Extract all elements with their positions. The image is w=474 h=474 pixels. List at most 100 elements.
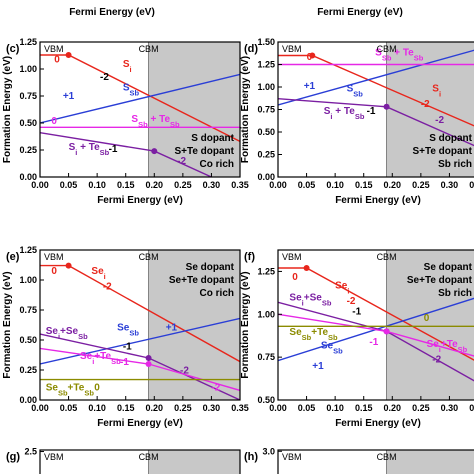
series-label-0-2: -2: [347, 296, 356, 307]
panel-f: Sei0-2SeSb+1Sei+SeSb-1-2Sei+TeSb-1SeSb+T…: [240, 249, 474, 429]
cbm-shaded-region: [386, 250, 474, 400]
series-label-1-0: SSb: [123, 83, 140, 98]
x-tick-label-6: 0.30: [203, 403, 221, 413]
vbm-label: VBM: [282, 452, 302, 462]
y-tick-label-5: 1.25: [19, 37, 37, 47]
x-tick-label-4: 0.20: [384, 403, 402, 413]
x-tick-label-2: 0.10: [326, 180, 344, 190]
y-axis-label: Formation Energy (eV): [240, 56, 251, 163]
series-label-2-0: Sei+SeSb: [46, 326, 88, 341]
series-label-1-1: +1: [304, 81, 316, 92]
series-label-0-1: 0: [54, 55, 60, 66]
x-tick-label-7: 0.35: [469, 180, 474, 190]
cbm-label: CBM: [139, 252, 159, 262]
series-label-1-0: SeSb: [321, 341, 343, 356]
x-axis-label: Fermi Energy (eV): [335, 418, 421, 429]
cbm-label: CBM: [139, 452, 159, 462]
x-tick-label-3: 0.15: [117, 403, 135, 413]
vbm-label: VBM: [282, 252, 302, 262]
y-tick-label-2: 0.50: [19, 335, 37, 345]
cbm-label: CBM: [377, 44, 397, 54]
cbm-shaded-region: [386, 450, 474, 474]
series-line-ssb: [278, 49, 474, 106]
series-label-3-0: Sei+TeSb: [427, 339, 468, 354]
series-label-0-2: -2: [421, 99, 430, 110]
plot-frame: [277, 449, 474, 474]
y-tick-label-0: 0.00: [257, 172, 275, 182]
panel-letter: (d): [244, 43, 258, 55]
y-tick-label-1: 0.75: [257, 352, 275, 362]
series-label-0-0: Si: [432, 84, 441, 99]
series-label-3-1: -1: [369, 337, 378, 348]
panel-letter: (f): [244, 251, 255, 263]
series-label-3-0: Sei+TeSb: [80, 351, 121, 366]
dopant-note-1: S+Te dopant: [412, 146, 472, 157]
transition-point-0-0: [65, 51, 72, 58]
series-group: [278, 265, 474, 382]
plot-frame: [39, 41, 241, 178]
x-tick-label-0: 0.00: [269, 403, 287, 413]
y-tick-label-2: 1.00: [257, 309, 275, 319]
transition-point-3-0: [151, 148, 158, 155]
x-tick-label-4: 0.20: [384, 180, 402, 190]
x-tick-label-1: 0.05: [60, 403, 78, 413]
series-label-3-1: -1: [367, 106, 376, 117]
x-tick-label-1: 0.05: [298, 403, 316, 413]
x-tick-label-7: 0.35: [231, 180, 249, 190]
y-tick-label-3: 0.75: [19, 305, 37, 315]
panel-g: VBM CBM (g) 2.5: [6, 447, 241, 474]
transition-point-3-0: [383, 103, 390, 110]
x-tick-label-1: 0.05: [60, 180, 78, 190]
series-label-3-0: Si + TeSb: [324, 106, 365, 121]
transition-point-2-0: [145, 355, 152, 361]
y-tick-label-2: 0.50: [257, 127, 275, 137]
series-label-2-1: -1: [123, 342, 132, 353]
y-tick-label-4: 1.00: [257, 82, 275, 92]
x-tick-label-5: 0.25: [412, 403, 430, 413]
panel-letter: (c): [6, 43, 20, 55]
vbm-label: VBM: [44, 44, 64, 54]
series-group: [40, 262, 240, 400]
series-label-4-1: 0: [94, 382, 100, 393]
x-tick-label-7: 0.35: [469, 403, 474, 413]
series-label-0-1: 0: [51, 266, 57, 277]
series-label-0-0: Sei: [335, 281, 349, 296]
series-label-0-0: Si: [123, 59, 132, 74]
dopant-note-1: S+Te dopant: [174, 146, 234, 157]
transition-point-3-0: [383, 328, 390, 335]
series-label-2-0: SSb + TeSb: [375, 48, 424, 63]
x-axis-label: Fermi Energy (eV): [97, 195, 183, 206]
y-tick-label-1: 0.25: [19, 365, 37, 375]
cbm-label: CBM: [377, 252, 397, 262]
vbm-label: VBM: [282, 44, 302, 54]
x-axis-label: Fermi Energy (eV): [97, 418, 183, 429]
series-label-2-2: -2: [432, 354, 441, 365]
series-group: [40, 51, 240, 177]
series-label-1-1: +1: [63, 91, 75, 102]
x-tick-label-3: 0.15: [355, 180, 373, 190]
series-label-4-0: SeSb+TeSb: [46, 382, 95, 397]
x-tick-label-4: 0.20: [146, 403, 164, 413]
top-strip-xlabel-right: Fermi Energy (eV): [317, 7, 403, 18]
vbm-label: VBM: [44, 452, 64, 462]
x-tick-label-2: 0.10: [88, 180, 106, 190]
y-tick-label-3: 1.25: [257, 266, 275, 276]
dopant-note-2: Co rich: [200, 288, 234, 299]
x-tick-label-6: 0.30: [441, 403, 459, 413]
cbm-label: CBM: [377, 452, 397, 462]
x-tick-label-2: 0.10: [326, 403, 344, 413]
y-tick-label-2: 0.50: [19, 118, 37, 128]
series-label-0-1: 0: [307, 52, 313, 63]
series-line-ssb: [40, 73, 240, 124]
top-strip-xlabel-left: Fermi Energy (eV): [69, 7, 155, 18]
x-tick-label-1: 0.05: [298, 180, 316, 190]
x-tick-label-3: 0.15: [355, 403, 373, 413]
x-tick-label-2: 0.10: [88, 403, 106, 413]
y-axis-label: Formation Energy (eV): [240, 271, 251, 378]
series-label-2-0: Sei+SeSb: [289, 293, 331, 308]
plot-frame: [39, 449, 241, 474]
series-label-0-2: -2: [100, 72, 109, 83]
panel-letter: (h): [244, 451, 258, 463]
y-tick-label-0: 0.00: [19, 395, 37, 405]
